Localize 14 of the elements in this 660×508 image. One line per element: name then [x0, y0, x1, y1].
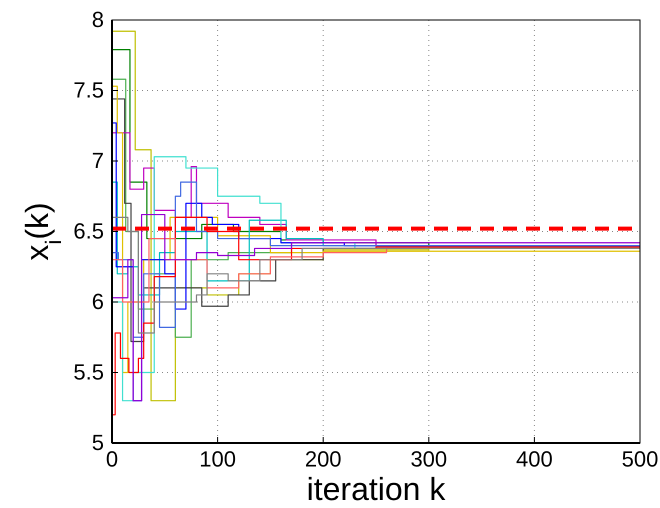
y-tick-label: 7	[92, 148, 104, 174]
x-tick-label: 300	[410, 446, 448, 472]
x-tick-label: 400	[516, 446, 553, 472]
x-tick-label: 200	[304, 446, 342, 472]
y-tick-label: 6	[92, 289, 104, 314]
x-tick-label: 0	[106, 446, 118, 472]
y-tick-label: 8	[92, 7, 104, 32]
y-tick-label: 5	[92, 430, 104, 456]
y-tick-label: 5.5	[73, 360, 104, 385]
x-axis-title: iteration k	[306, 471, 446, 507]
y-tick-label: 7.5	[73, 78, 104, 103]
x-tick-label: 500	[622, 446, 658, 472]
x-tick-label: 100	[199, 446, 236, 472]
y-tick-label: 6.5	[73, 218, 104, 244]
